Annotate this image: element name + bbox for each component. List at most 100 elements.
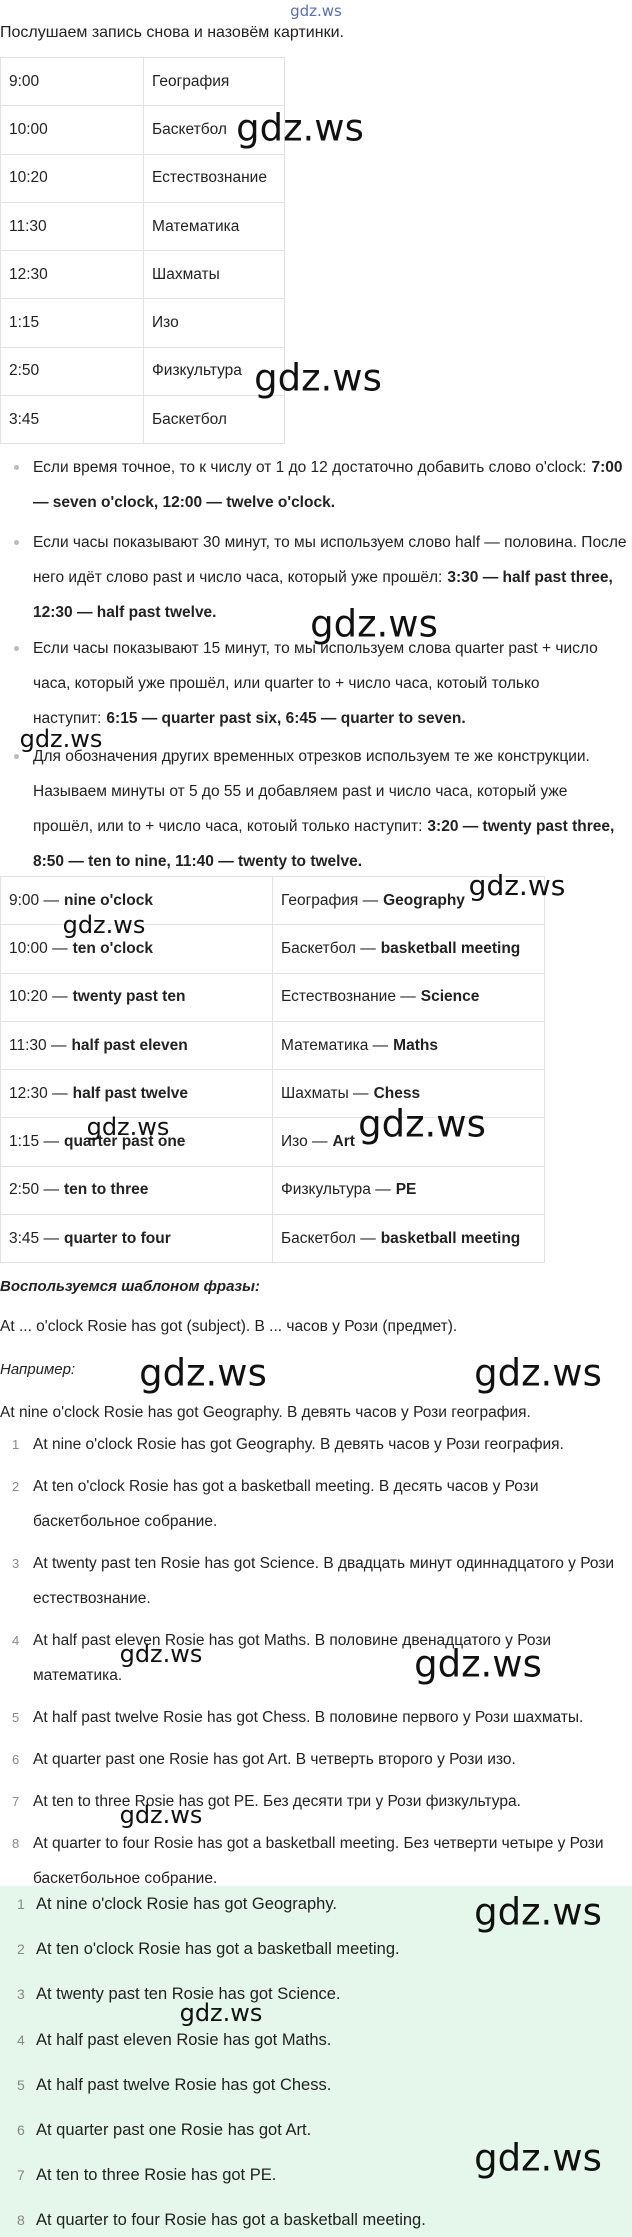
- table-row: 10:20 Естествознание: [0, 153, 285, 203]
- answer-table: 9:00 — nine o'clock География — Geography 10…: [0, 875, 545, 1264]
- watermark: gdz.ws: [139, 1351, 267, 1395]
- table-cell: Естествознание — Science: [272, 972, 545, 1022]
- rule: Если часы показывают 30 минут, то мы исп…: [14, 525, 628, 630]
- cell-text: Баскетбол —: [281, 939, 376, 957]
- rule-plain: Для обозначения других временных отрезко…: [33, 748, 590, 835]
- rule-example: 7:00 — seven o'clock, 12:00 — twelve o'c…: [33, 459, 623, 511]
- cell-text: 10:00 —: [9, 939, 68, 957]
- list-item: 3 At twenty past ten Rosie has got Scienc…: [0, 1546, 632, 1616]
- cell-text: География —: [281, 891, 379, 909]
- list-item: 5 At half past twelve Rosie has got Chess…: [0, 1700, 632, 1735]
- table-cell: 1:15: [0, 298, 144, 348]
- item-number: 1: [17, 1896, 25, 1912]
- cell-text: 12:30 —: [9, 1084, 68, 1102]
- table-cell: Физкультура: [143, 346, 285, 397]
- table-cell: 3:45 — quarter to four: [0, 1214, 273, 1264]
- table-cell: 12:30 — half past twelve: [0, 1069, 273, 1119]
- template-pattern: At ... o'clock Rosie has got (subject). …: [0, 1318, 458, 1335]
- item-text: At quarter past one Rosie has got Art.: [36, 2121, 312, 2139]
- table-cell: География: [143, 56, 285, 107]
- cell-answer: Geography: [383, 891, 465, 909]
- table-row: 1:15 — quarter past one Изо — Art: [0, 1117, 545, 1167]
- item-number: 4: [12, 1633, 20, 1648]
- table-row: 10:00 Баскетбол: [0, 105, 285, 155]
- item-text: At half past twelve Rosie has got Chess.…: [33, 1709, 584, 1726]
- cell-text: Естествознание —: [281, 988, 416, 1006]
- schedule-table: 9:00 География 10:00 Баскетбол 10:20 Естество…: [0, 56, 285, 445]
- table-cell: Баскетбол: [143, 395, 285, 445]
- item-number: 8: [12, 1836, 20, 1851]
- table-row: 12:30 Шахматы: [0, 250, 285, 300]
- table-row: 2:50 — ten to three Физкультура — PE: [0, 1165, 545, 1216]
- item-text: At ten to three Rosie has got PE.: [36, 2166, 277, 2185]
- item-text: At half past twelve Rosie has got Chess.: [36, 2075, 332, 2094]
- table-cell: Математика — Maths: [272, 1020, 545, 1071]
- cell-text: Физкультура —: [281, 1181, 391, 1199]
- watermark: gdz.ws: [179, 1999, 263, 2027]
- table-row: 2:50 Физкультура: [0, 346, 285, 397]
- item-text: At quarter past one Rosie has got Art. В…: [33, 1751, 516, 1768]
- example: At nine o'clock Rosie has got Geography.…: [0, 1404, 531, 1421]
- table-cell: 10:20: [0, 153, 144, 203]
- rule-plain: Если часы показывают 30 минут, то мы исп…: [33, 534, 627, 586]
- table-row: 12:30 — half past twelve Шахматы — Chess: [0, 1069, 545, 1119]
- table-row: 10:20 — twenty past ten Естествознание — Sc…: [0, 972, 545, 1022]
- watermark: gdz.ws: [474, 2136, 602, 2180]
- cell-text: 3:45 —: [9, 1229, 59, 1247]
- table-cell: 12:30: [0, 250, 144, 300]
- table-row: 3:45 — quarter to four Баскетбол — basketba…: [0, 1214, 545, 1264]
- bullet-dot: [14, 465, 19, 470]
- cell-answer: Maths: [393, 1036, 438, 1054]
- item-number: 2: [12, 1479, 20, 1494]
- example-heading: Например:: [0, 1361, 76, 1378]
- table-cell: Естествознание: [143, 153, 285, 203]
- table-cell: География — Geography: [272, 875, 545, 926]
- watermark: gdz.ws: [19, 725, 103, 753]
- item-number: 3: [12, 1556, 20, 1571]
- list-item: 2 At ten o'clock Rosie has got a basketba…: [0, 1469, 632, 1539]
- rule-text: Для обозначения других временных отрезко…: [33, 739, 628, 879]
- watermark: gdz.ws: [254, 356, 382, 400]
- table-cell: 2:50: [0, 346, 144, 397]
- answer-box: 1 At nine o'clock Rosie has got Geography…: [0, 1886, 632, 2237]
- bullet-dot: [14, 646, 19, 651]
- table-cell: 10:00 — ten o'clock: [0, 924, 273, 974]
- item-number: 2: [17, 1941, 25, 1958]
- rule-plain: Если часы показывают 15 минут, то мы исп…: [33, 640, 598, 727]
- rule: Если время точное, то к числу от 1 до 12…: [14, 450, 628, 520]
- table-cell: 11:30: [0, 201, 144, 252]
- list-item: 5 At half past twelve Rosie has got Chess…: [0, 2070, 632, 2100]
- item-text: At quarter to four Rosie has got a baske…: [36, 2211, 426, 2230]
- table-cell: 9:00 — nine o'clock: [0, 875, 273, 926]
- cell-text: 9:00 —: [9, 891, 59, 909]
- cell-answer: Science: [420, 988, 480, 1006]
- table-cell: Шахматы — Chess: [272, 1069, 545, 1119]
- item-number: 5: [17, 2076, 25, 2093]
- cell-text: Изо —: [281, 1133, 328, 1151]
- table-cell: Баскетбол — basketball meeting: [272, 924, 545, 974]
- table-row: 3:45 Баскетбол: [0, 395, 285, 445]
- logo: gdz.ws: [290, 2, 342, 20]
- cell-answer: nine o'clock: [63, 891, 153, 909]
- table-cell: Шахматы: [143, 250, 285, 300]
- table-cell: 10:20 — twenty past ten: [0, 972, 273, 1022]
- table-cell: 2:50 — ten to three: [0, 1165, 273, 1216]
- cell-text: 10:20 —: [9, 988, 68, 1006]
- list-item: 8 At quarter to four Rosie has got a bask…: [0, 1826, 632, 1896]
- list-item: 4 At half past eleven Rosie has got Maths…: [0, 1623, 632, 1693]
- item-number: 6: [12, 1752, 20, 1767]
- rule: Если часы показывают 15 минут, то мы исп…: [14, 631, 628, 736]
- table-cell: 10:00: [0, 105, 144, 155]
- watermark: gdz.ws: [358, 1102, 486, 1146]
- cell-answer: half past twelve: [72, 1084, 189, 1102]
- list-item: 1 At nine o'clock Rosie has got Geography…: [0, 1427, 632, 1462]
- item-number: 7: [17, 2167, 25, 2184]
- table-row: 1:15 Изо: [0, 298, 285, 348]
- item-number: 3: [17, 1986, 25, 2003]
- rule-example: 3:30 — half past three, 12:30 — half pas…: [33, 569, 613, 621]
- item-text: At half past eleven Rosie has got Maths.…: [33, 1632, 552, 1684]
- watermark: gdz.ws: [86, 1113, 170, 1141]
- item-text: At twenty past ten Rosie has got Science…: [33, 1555, 615, 1607]
- cell-text: Математика —: [281, 1036, 389, 1054]
